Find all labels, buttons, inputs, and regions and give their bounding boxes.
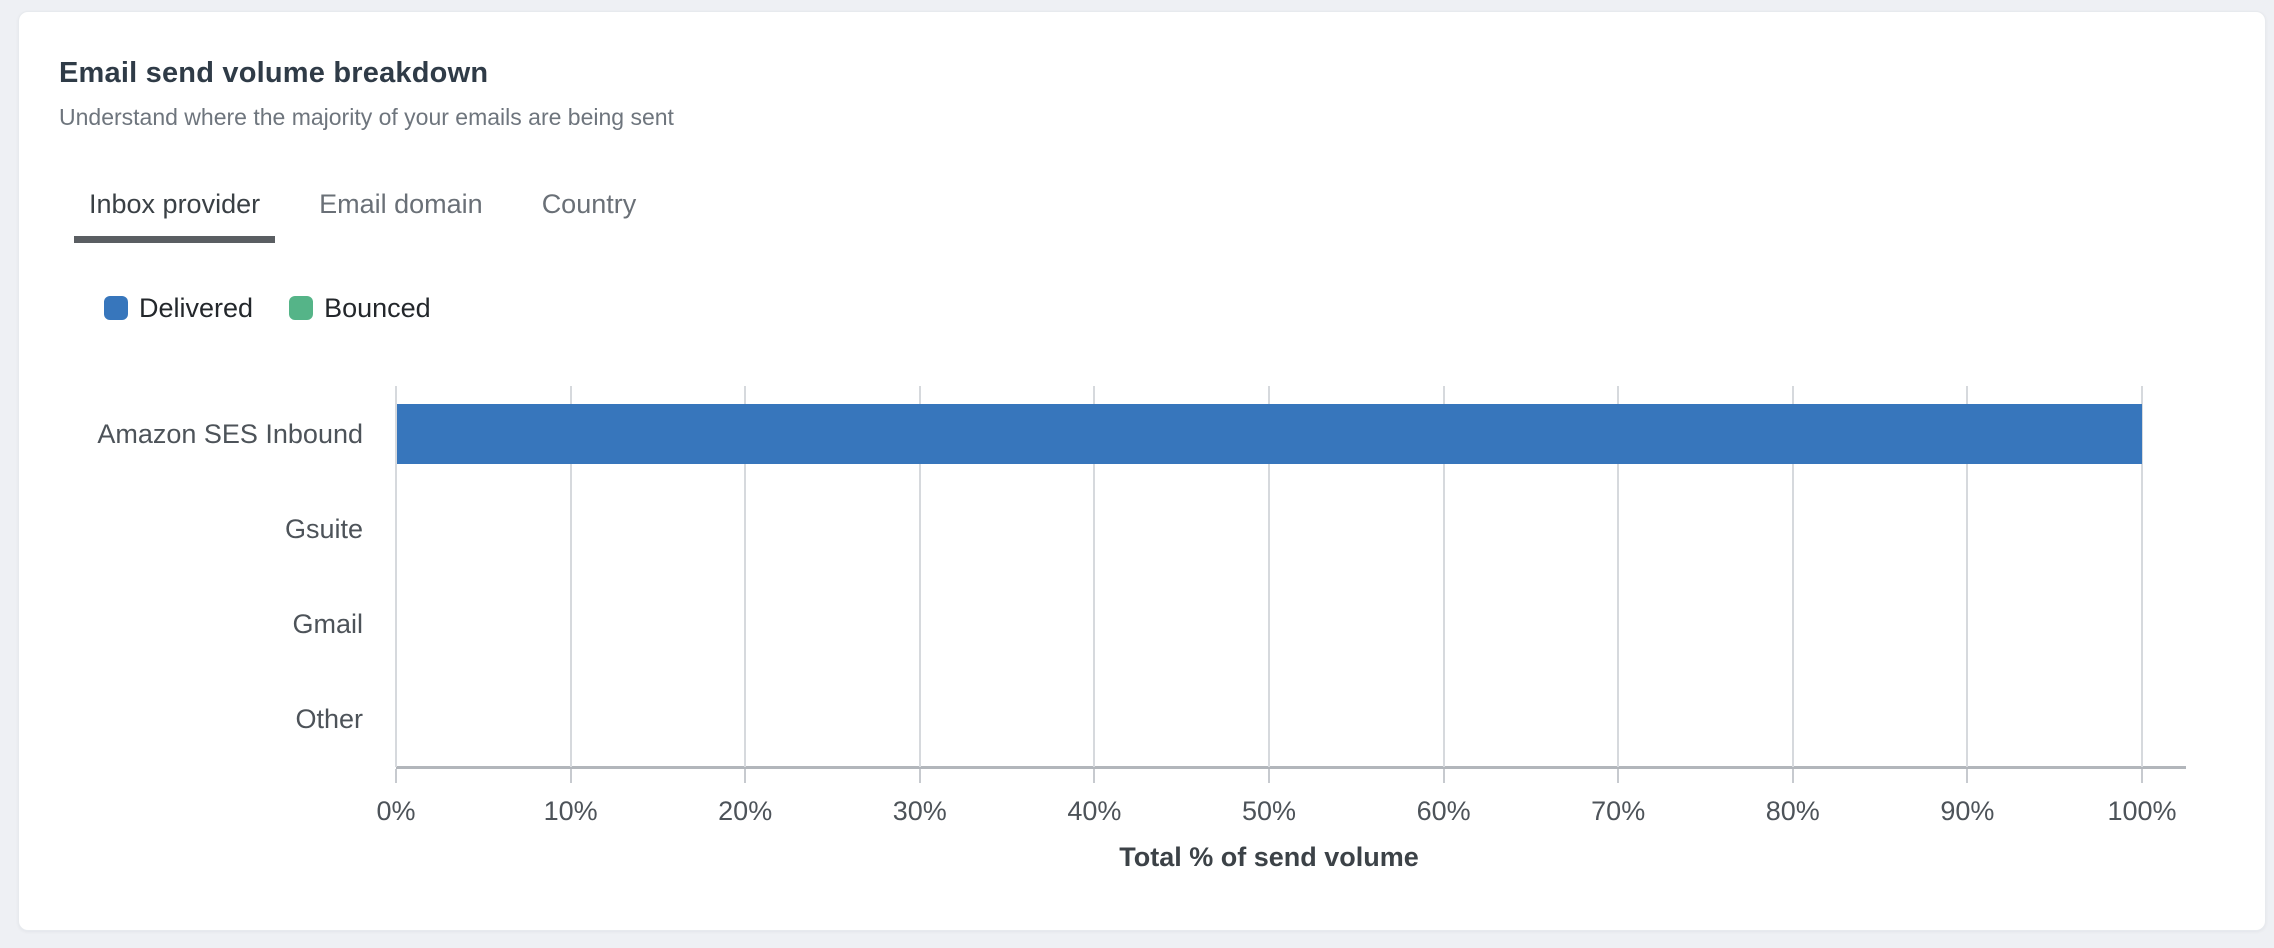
x-axis-line [396, 766, 2186, 769]
chart-legend: Delivered Bounced [19, 292, 2265, 324]
x-tick-label: 0% [376, 796, 416, 826]
axis-tick [1442, 769, 1445, 783]
gridline [569, 386, 572, 767]
axis-tick [1791, 769, 1794, 783]
legend-item-delivered[interactable]: Delivered [104, 292, 253, 324]
axis-tick [395, 769, 397, 783]
category-label: Amazon SES Inbound [97, 418, 363, 449]
x-tick-label: 20% [718, 796, 773, 826]
gridline [1093, 386, 1096, 767]
axis-tick [744, 769, 747, 783]
gridline [744, 386, 747, 767]
axis-tick [569, 769, 572, 783]
page-subtitle: Understand where the majority of your em… [59, 104, 674, 130]
bar-delivered-amazon-ses-inbound[interactable] [397, 403, 2142, 464]
legend-item-bounced[interactable]: Bounced [289, 292, 431, 324]
plot-area: Total % of send volume 0% 10% 20% 30% 40% 50%… [97, 386, 2186, 872]
x-tick-label: 90% [1940, 796, 1995, 826]
category-label: Gsuite [284, 513, 363, 544]
legend-label: Delivered [139, 293, 254, 323]
axis-tick [918, 769, 921, 783]
page-title: Email send volume breakdown [59, 57, 489, 89]
x-axis-title: Total % of send volume [1119, 842, 1419, 872]
axis-tick [1617, 769, 1620, 783]
x-tick-label: 10% [543, 796, 598, 826]
gridline [395, 386, 397, 767]
gridline [1442, 386, 1445, 767]
x-tick-label: 40% [1067, 796, 1122, 826]
tab-inbox-provider[interactable]: Inbox provider [74, 188, 276, 243]
email-send-volume-card: Email send volume breakdown Understand w… [18, 11, 2266, 931]
x-tick-label: 80% [1765, 796, 1820, 826]
gridline [1966, 386, 1969, 767]
gridline [1791, 386, 1794, 767]
axis-tick [1966, 769, 1969, 783]
gridline [918, 386, 921, 767]
legend-label: Bounced [324, 293, 431, 323]
card-header: Email send volume breakdown Understand w… [19, 12, 2265, 131]
x-tick-label: 100% [2107, 796, 2177, 826]
gridline [1268, 386, 1270, 767]
tab-email-domain[interactable]: Email domain [304, 188, 498, 243]
breakdown-tabs: Inbox provider Email domain Country [19, 188, 2265, 243]
x-tick-label: 60% [1416, 796, 1471, 826]
tab-country[interactable]: Country [527, 188, 652, 243]
x-tick-label: 30% [892, 796, 947, 826]
gridline [2141, 386, 2143, 767]
category-label: Gmail [292, 609, 363, 640]
axis-tick [1093, 769, 1096, 783]
x-tick-label: 70% [1591, 796, 1646, 826]
legend-swatch [289, 296, 314, 320]
x-tick-label: 50% [1241, 796, 1297, 826]
legend-swatch [104, 296, 128, 320]
category-label: Other [295, 704, 363, 735]
axis-tick [2141, 769, 2143, 783]
axis-tick [1268, 769, 1270, 783]
gridline [1617, 386, 1620, 767]
